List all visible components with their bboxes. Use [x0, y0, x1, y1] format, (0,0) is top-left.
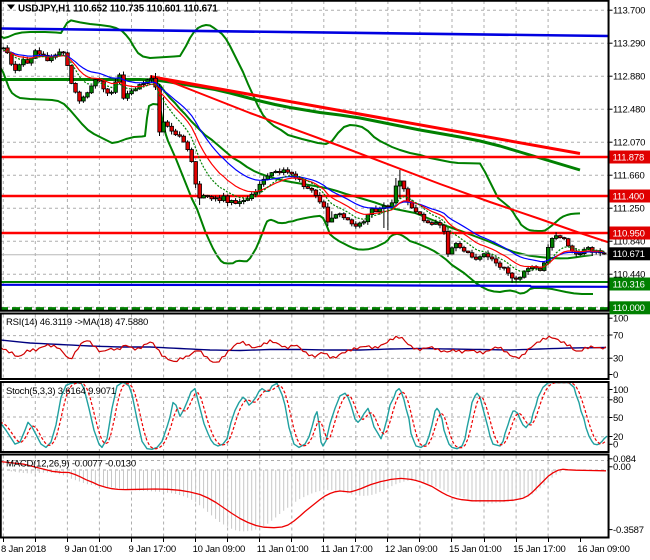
svg-text:111.878: 111.878 — [613, 152, 645, 163]
svg-text:111.660: 111.660 — [613, 171, 645, 182]
svg-text:113.290: 113.290 — [613, 39, 645, 50]
svg-text:80: 80 — [613, 395, 623, 406]
svg-text:111.250: 111.250 — [613, 204, 645, 215]
svg-text:15 Jan 17:00: 15 Jan 17:00 — [513, 544, 566, 555]
svg-text:RSI(14) 46.3119 ->MA(18) 47.5: RSI(14) 46.3119 ->MA(18) 47.5880 — [6, 317, 148, 328]
svg-text:110.840: 110.840 — [613, 237, 645, 248]
svg-text:20: 20 — [613, 432, 623, 443]
svg-text:10 Jan 09:00: 10 Jan 09:00 — [193, 544, 246, 555]
svg-text:112.480: 112.480 — [613, 105, 645, 116]
svg-text:12 Jan 09:00: 12 Jan 09:00 — [385, 544, 438, 555]
svg-text:113.700: 113.700 — [613, 6, 645, 17]
svg-text:0: 0 — [613, 370, 618, 381]
svg-text:-0.3587: -0.3587 — [613, 525, 644, 536]
svg-text:16 Jan 09:00: 16 Jan 09:00 — [577, 544, 630, 555]
svg-text:111.400: 111.400 — [613, 191, 645, 202]
svg-text:70: 70 — [613, 330, 623, 341]
svg-text:100: 100 — [613, 385, 628, 396]
svg-text:110.950: 110.950 — [613, 228, 645, 239]
svg-text:9 Jan 17:00: 9 Jan 17:00 — [129, 544, 176, 555]
svg-text:8 Jan 2018: 8 Jan 2018 — [1, 544, 46, 555]
svg-text:9 Jan 01:00: 9 Jan 01:00 — [64, 544, 111, 555]
svg-text:11 Jan 17:00: 11 Jan 17:00 — [321, 544, 373, 555]
svg-text:50: 50 — [613, 413, 623, 424]
svg-text:110.316: 110.316 — [613, 279, 645, 290]
svg-text:110.440: 110.440 — [613, 270, 645, 281]
svg-text:30: 30 — [613, 354, 623, 365]
svg-text:USDJPY,H1 110.652 110.735 110.: USDJPY,H1 110.652 110.735 110.601 110.67… — [18, 4, 218, 15]
svg-text:11 Jan 01:00: 11 Jan 01:00 — [257, 544, 309, 555]
svg-text:15 Jan 01:00: 15 Jan 01:00 — [449, 544, 502, 555]
svg-text:110.671: 110.671 — [613, 249, 645, 260]
svg-text:0.00: 0.00 — [613, 462, 631, 473]
svg-text:0: 0 — [613, 440, 618, 451]
svg-text:110.000: 110.000 — [613, 303, 645, 314]
svg-text:112.070: 112.070 — [613, 138, 645, 149]
svg-text:112.880: 112.880 — [613, 72, 645, 83]
svg-text:Stoch(5,3,3) 3.6164 9.9071: Stoch(5,3,3) 3.6164 9.9071 — [6, 386, 116, 397]
svg-text:0.084: 0.084 — [613, 454, 636, 465]
svg-text:100: 100 — [613, 314, 628, 325]
svg-text:MACD(12,26,9) -0.0077 -0.0130: MACD(12,26,9) -0.0077 -0.0130 — [6, 459, 136, 470]
